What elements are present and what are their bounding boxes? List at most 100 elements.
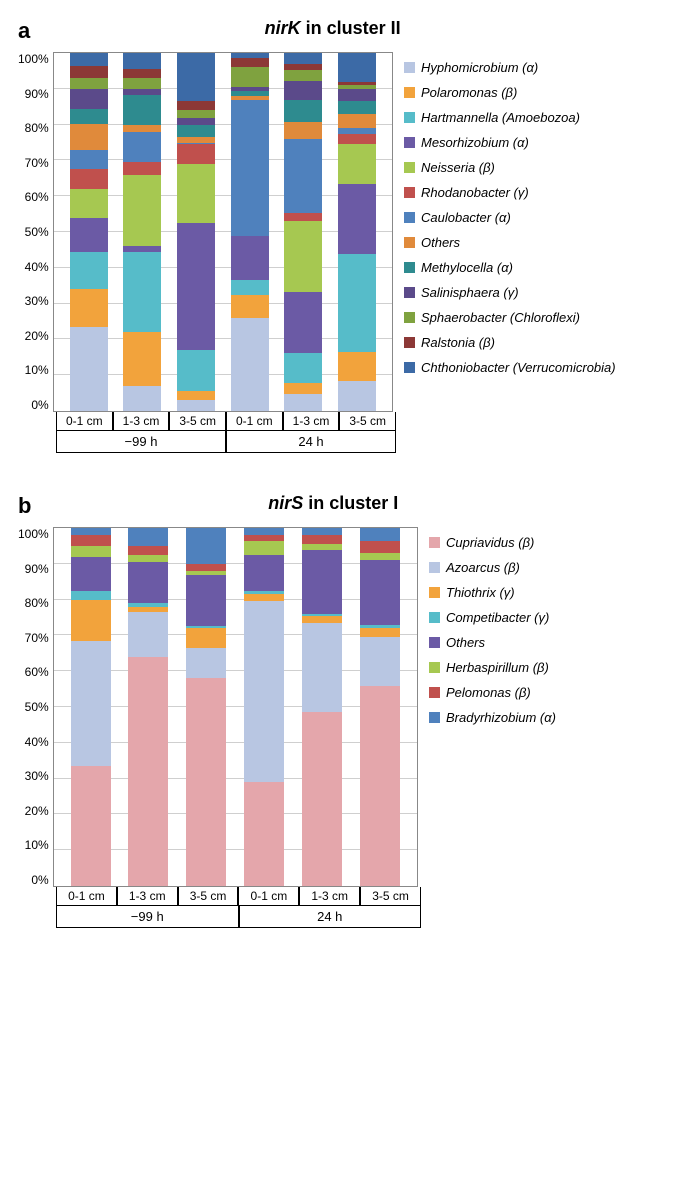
bar-segment: [177, 144, 215, 164]
legend-swatch: [429, 537, 440, 548]
bar-segment: [71, 641, 111, 766]
bar-segment: [284, 100, 322, 122]
panel-a-header: a nirK in cluster II: [18, 18, 657, 44]
y-tick-label: 100%: [18, 52, 49, 66]
bar-segment: [338, 89, 376, 102]
bar-segment: [244, 594, 284, 601]
bar-segment: [338, 381, 376, 411]
x-group-label: 24 h: [226, 431, 396, 453]
legend-swatch: [429, 587, 440, 598]
bar-segment: [360, 628, 400, 637]
y-tick-label: 90%: [25, 87, 49, 101]
bar: [186, 528, 226, 886]
bar-segment: [231, 100, 269, 236]
bar-segment: [244, 782, 284, 886]
y-tick-label: 20%: [25, 329, 49, 343]
bar-segment: [244, 541, 284, 555]
legend-item: Methylocella (α): [404, 260, 616, 275]
x-group-row: −99 h24 h: [56, 906, 421, 928]
bar-segment: [284, 353, 322, 383]
panel-a: a nirK in cluster II 100%90%80%70%60%50%…: [18, 18, 657, 453]
legend-label: Herbaspirillum (β): [446, 660, 549, 675]
legend-label: Ralstonia (β): [421, 335, 495, 350]
legend-label: Caulobacter (α): [421, 210, 511, 225]
bar-segment: [186, 648, 226, 678]
bar-segment: [123, 78, 161, 89]
bar-segment: [71, 546, 111, 557]
legend-swatch: [404, 287, 415, 298]
bar-segment: [123, 95, 161, 124]
bar: [177, 53, 215, 411]
panel-b-body: 100%90%80%70%60%50%40%30%20%10%0% 0-1 cm…: [18, 527, 657, 928]
legend-label: Others: [446, 635, 485, 650]
legend-item: Salinisphaera (γ): [404, 285, 616, 300]
bar-segment: [231, 236, 269, 281]
legend-label: Hartmannella (Amoebozoa): [421, 110, 580, 125]
y-tick-label: 40%: [25, 735, 49, 749]
bar-segment: [123, 125, 161, 132]
chart-a-plot: [53, 52, 393, 412]
x-category-label: 0-1 cm: [238, 887, 299, 906]
bar-segment: [231, 318, 269, 411]
legend-item: Thiothrix (γ): [429, 585, 556, 600]
bar-segment: [128, 546, 168, 555]
y-tick-label: 10%: [25, 838, 49, 852]
panel-b-title: nirS in cluster I: [43, 493, 623, 514]
legend-swatch: [404, 262, 415, 273]
legend-label: Pelomonas (β): [446, 685, 531, 700]
legend-item: Others: [404, 235, 616, 250]
y-tick-label: 30%: [25, 294, 49, 308]
bar-segment: [71, 535, 111, 546]
bar-segment: [128, 612, 168, 657]
bar-segment: [231, 280, 269, 294]
panel-a-title-gene: nirK: [265, 18, 301, 38]
legend-label: Polaromonas (β): [421, 85, 517, 100]
legend-swatch: [429, 612, 440, 623]
legend-item: Competibacter (γ): [429, 610, 556, 625]
bar-segment: [71, 600, 111, 641]
panel-a-letter: a: [18, 18, 30, 44]
bar-segment: [128, 555, 168, 562]
x-category-row: 0-1 cm1-3 cm3-5 cm0-1 cm1-3 cm3-5 cm: [56, 412, 396, 431]
bar: [128, 528, 168, 886]
bar-segment: [338, 101, 376, 114]
bar-segment: [70, 124, 108, 150]
bar-segment: [186, 575, 226, 627]
bar-segment: [70, 327, 108, 411]
legend-label: Rhodanobacter (γ): [421, 185, 529, 200]
legend-label: Salinisphaera (γ): [421, 285, 519, 300]
bar-segment: [186, 564, 226, 571]
bar: [284, 53, 322, 411]
bar-segment: [70, 189, 108, 218]
bar-segment: [70, 53, 108, 66]
legend-swatch: [429, 687, 440, 698]
panel-b-letter: b: [18, 493, 31, 519]
bar-segment: [177, 223, 215, 350]
bar-segment: [186, 628, 226, 648]
bar-segment: [284, 53, 322, 64]
bar-segment: [244, 555, 284, 591]
y-tick-label: 90%: [25, 562, 49, 576]
bar-segment: [360, 686, 400, 886]
legend-label: Cupriavidus (β): [446, 535, 534, 550]
bar-segment: [71, 528, 111, 535]
x-category-label: 0-1 cm: [226, 412, 283, 431]
panel-a-body: 100%90%80%70%60%50%40%30%20%10%0% 0-1 cm…: [18, 52, 657, 453]
legend-swatch: [404, 137, 415, 148]
bar-segment: [244, 601, 284, 782]
legend-label: Sphaerobacter (Chloroflexi): [421, 310, 580, 325]
bar-segment: [70, 169, 108, 189]
bar-segment: [177, 400, 215, 411]
chart-b-plot: [53, 527, 418, 887]
bar-segment: [284, 292, 322, 354]
bar-segment: [177, 118, 215, 125]
legend-swatch: [404, 212, 415, 223]
bar-segment: [177, 53, 215, 101]
x-category-label: 1-3 cm: [299, 887, 360, 906]
bar-segment: [338, 53, 376, 82]
bar-segment: [284, 221, 322, 292]
chart-a-y-axis: 100%90%80%70%60%50%40%30%20%10%0%: [18, 52, 53, 412]
bar-segment: [338, 134, 376, 145]
bar-segment: [177, 101, 215, 110]
bar-segment: [123, 132, 161, 162]
